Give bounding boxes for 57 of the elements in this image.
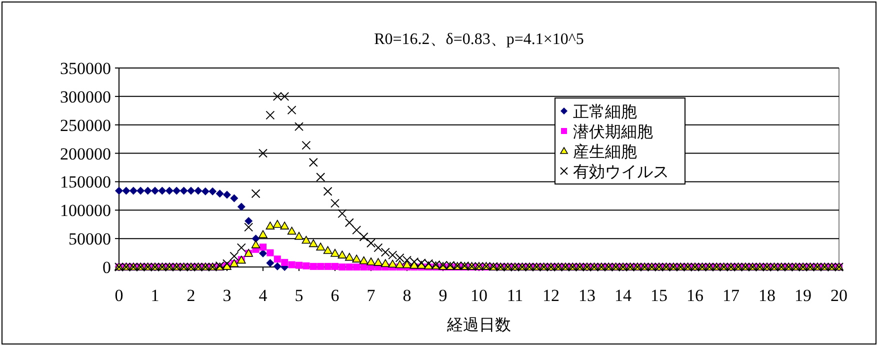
point [208, 187, 217, 196]
x-tick-label: 11 [506, 286, 524, 305]
point [122, 186, 130, 195]
point [230, 194, 238, 202]
x-tick-label: 10 [470, 286, 488, 305]
point [158, 186, 166, 195]
point [136, 186, 145, 195]
x-tick-label: 4 [258, 286, 268, 305]
point [237, 202, 246, 211]
y-tick-label: 0 [102, 258, 111, 277]
x-tick-label: 2 [186, 286, 196, 305]
point [194, 186, 202, 195]
x-tick-label: 14 [614, 286, 632, 305]
x-tick-label: 1 [150, 286, 160, 305]
point [223, 190, 231, 199]
y-tick-label: 100000 [60, 201, 111, 220]
point [165, 186, 174, 195]
point [172, 186, 181, 195]
point [187, 186, 195, 195]
x-tick-label: 19 [794, 286, 812, 305]
point [201, 187, 210, 196]
x-tick-label: 16 [686, 286, 704, 305]
x-tick-label: 18 [758, 286, 776, 305]
y-tick-label: 200000 [60, 144, 111, 164]
point [266, 259, 274, 268]
y-tick-label: 50000 [68, 230, 111, 249]
y-tick-label: 300000 [60, 87, 111, 106]
x-tick-label: 12 [542, 286, 560, 305]
legend-label: 潜伏期細胞 [573, 123, 653, 141]
point [151, 186, 159, 195]
point [252, 234, 260, 243]
x-tick-label: 6 [330, 286, 340, 305]
point [115, 186, 123, 195]
point [144, 186, 152, 195]
x-tick-label: 3 [222, 286, 232, 305]
legend-label: 有効ウイルス [573, 163, 669, 181]
x-tick-label: 15 [650, 286, 668, 305]
x-tick-label: 5 [294, 286, 304, 305]
legend-label: 産生細胞 [573, 143, 637, 161]
x-axis-title: 経過日数 [446, 317, 511, 334]
point [129, 186, 138, 195]
legend-label: 正常細胞 [573, 103, 637, 121]
y-tick-label: 150000 [60, 172, 111, 192]
x-tick-label: 17 [722, 286, 740, 305]
x-tick-label: 0 [114, 286, 124, 305]
chart-title: R0=16.2、δ=0.83、p=4.1×10^5 [374, 31, 584, 48]
x-tick-label: 8 [402, 286, 412, 305]
y-tick-label: 350000 [60, 59, 111, 78]
y-tick-label: 250000 [60, 116, 111, 135]
point [244, 216, 253, 225]
point [180, 186, 188, 195]
x-tick-label: 7 [366, 286, 376, 305]
point [273, 262, 282, 270]
point [216, 190, 224, 198]
x-tick-label: 9 [438, 286, 448, 305]
x-tick-label: 13 [578, 286, 596, 305]
x-tick-label: 20 [830, 286, 848, 305]
